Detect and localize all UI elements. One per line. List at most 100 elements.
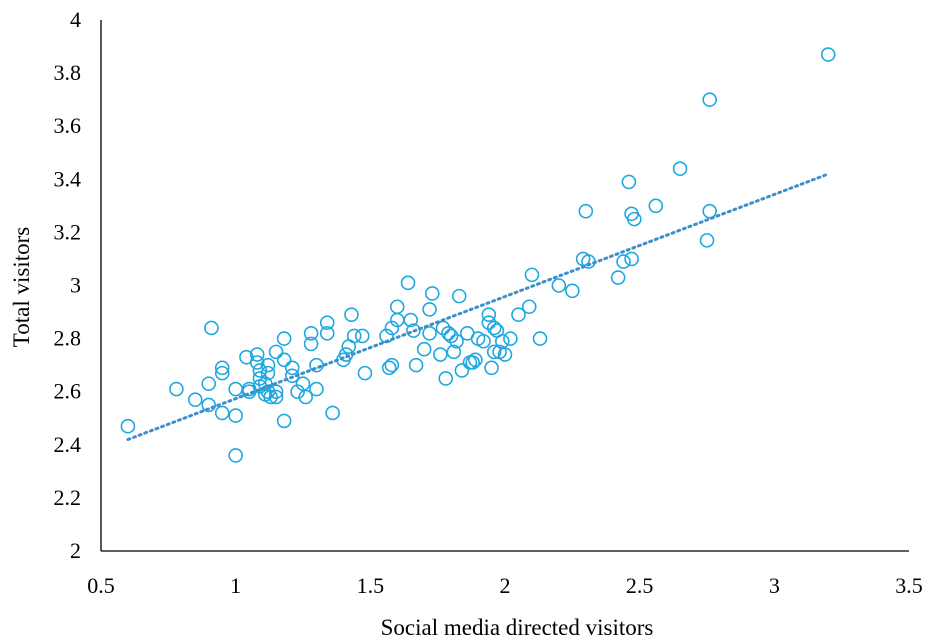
data-point <box>422 302 437 317</box>
data-point <box>497 347 513 362</box>
data-point <box>187 392 203 407</box>
x-axis-ticks: 0.5 1 1.5 2 2.5 3 3.5 <box>87 573 923 598</box>
y-tick-label: 3 <box>70 273 81 298</box>
data-point <box>228 448 243 463</box>
data-point <box>702 203 717 219</box>
y-tick-label: 3.4 <box>54 166 82 191</box>
data-point <box>303 336 319 352</box>
y-axis-ticks: 2 2.2 2.4 2.6 2.8 3 3.2 3.4 3.6 3.8 4 <box>54 7 82 563</box>
x-tick-label: 3 <box>769 573 780 598</box>
data-point <box>228 381 243 397</box>
data-point <box>290 384 305 400</box>
data-point <box>481 307 497 323</box>
data-point <box>443 328 459 344</box>
data-point <box>204 320 219 336</box>
data-point <box>438 371 454 386</box>
data-point <box>400 275 416 291</box>
data-point <box>486 344 502 360</box>
data-point <box>384 320 400 336</box>
data-point <box>201 397 217 413</box>
x-tick-label: 1 <box>230 573 241 598</box>
data-point <box>276 413 292 429</box>
data-point <box>257 376 273 392</box>
y-tick-label: 4 <box>70 7 81 32</box>
data-point <box>354 328 370 344</box>
data-point <box>263 389 278 405</box>
data-point <box>319 315 335 330</box>
data-point <box>389 299 405 315</box>
data-point <box>616 254 631 269</box>
data-point <box>416 341 432 357</box>
data-point <box>344 307 359 323</box>
data-point <box>702 92 717 107</box>
x-tick-label: 2 <box>500 573 511 598</box>
y-tick-label: 2.4 <box>54 432 82 457</box>
data-point <box>268 344 284 360</box>
data-point <box>303 325 319 341</box>
x-axis-title: Social media directed visitors <box>381 615 654 640</box>
data-point <box>403 312 419 328</box>
data-point <box>309 381 324 397</box>
data-point <box>524 267 540 283</box>
data-point <box>169 381 184 397</box>
data-point <box>276 331 292 346</box>
data-point <box>120 418 136 434</box>
data-point <box>511 307 526 323</box>
data-point <box>381 360 397 376</box>
y-axis-title: Total visitors <box>9 227 34 347</box>
data-point <box>284 360 300 376</box>
y-tick-label: 2.2 <box>54 485 82 510</box>
data-point <box>346 328 362 344</box>
data-point <box>484 360 499 376</box>
x-tick-label: 0.5 <box>87 573 115 598</box>
data-point <box>451 288 467 304</box>
data-point <box>441 325 456 341</box>
data-point <box>260 357 276 373</box>
data-point <box>276 352 292 368</box>
data-point <box>241 381 257 397</box>
data-point <box>201 376 217 392</box>
data-point <box>268 384 284 400</box>
data-point <box>820 47 836 62</box>
y-tick-label: 3.2 <box>54 219 82 244</box>
data-point <box>476 333 491 349</box>
data-point <box>699 233 715 248</box>
data-point <box>325 405 340 421</box>
data-point <box>468 352 483 368</box>
data-point <box>449 333 464 349</box>
data-point <box>214 360 230 376</box>
data-point <box>621 174 637 190</box>
x-tick-label: 3.5 <box>895 573 923 598</box>
data-point <box>446 344 462 360</box>
data-point <box>672 161 688 176</box>
data-point <box>610 270 626 285</box>
data-point <box>249 347 265 362</box>
data-point <box>578 203 594 219</box>
data-point <box>422 325 437 341</box>
data-point <box>249 355 265 370</box>
data-point <box>565 283 580 299</box>
data-point <box>252 363 268 378</box>
data-point <box>252 371 268 386</box>
data-point <box>481 315 497 330</box>
data-point <box>408 357 424 373</box>
data-point <box>465 355 480 370</box>
data-point <box>435 320 451 336</box>
data-point <box>551 278 567 293</box>
data-point <box>626 211 642 227</box>
data-point <box>228 408 243 423</box>
data-point <box>260 365 276 381</box>
x-tick-label: 1.5 <box>357 573 385 598</box>
data-point <box>406 323 421 338</box>
data-point <box>357 365 373 381</box>
data-point <box>268 389 284 405</box>
data-point <box>298 389 313 405</box>
data-point <box>319 325 335 341</box>
x-tick-label: 2.5 <box>626 573 654 598</box>
data-point <box>214 365 230 381</box>
data-point <box>424 286 440 301</box>
y-tick-label: 2 <box>70 538 81 563</box>
data-point <box>648 198 664 214</box>
y-tick-label: 2.8 <box>54 326 82 351</box>
